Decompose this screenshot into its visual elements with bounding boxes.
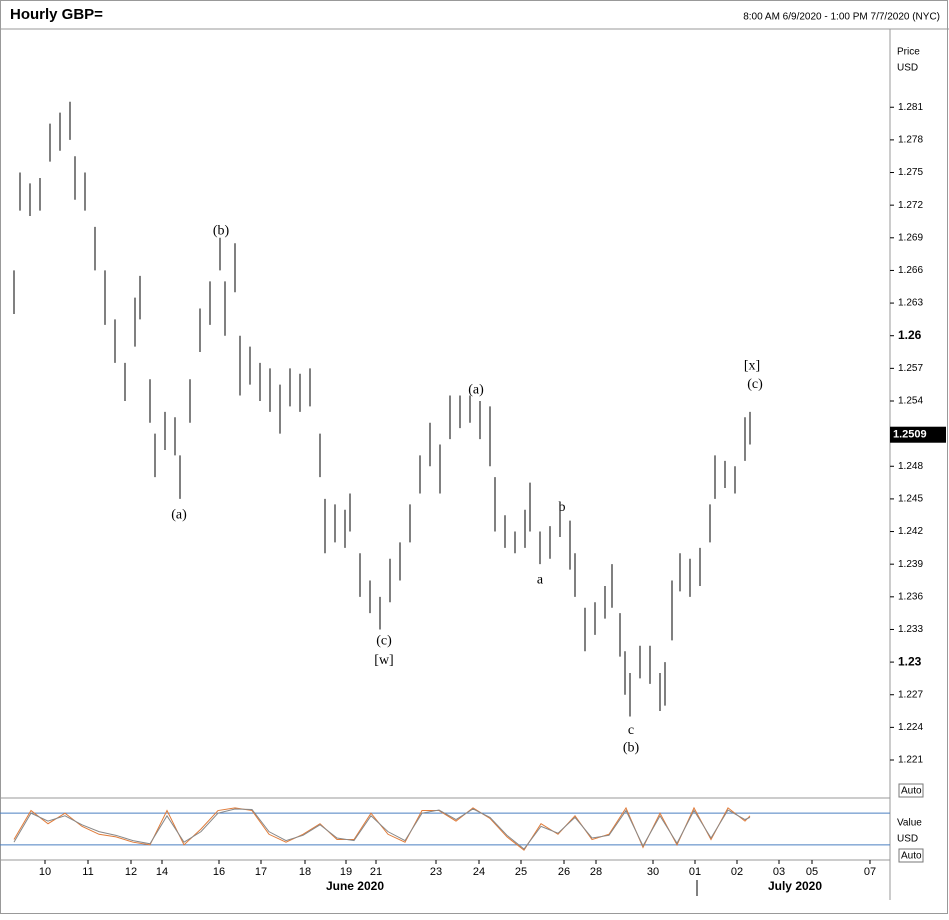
wave-label: (c): [376, 634, 392, 649]
wave-label: (b): [623, 740, 640, 755]
y-tick-label: 1.239: [898, 559, 923, 570]
x-tick-label: 12: [125, 866, 137, 878]
x-tick-label: 19: [340, 866, 352, 878]
y-tick-label: 1.227: [898, 689, 923, 700]
x-tick-label: 26: [558, 866, 570, 878]
axis-unit: USD: [897, 63, 918, 74]
x-tick-label: 17: [255, 866, 267, 878]
x-tick-label: 03: [773, 866, 785, 878]
y-tick-label: 1.272: [898, 200, 923, 211]
scale-button[interactable]: [898, 783, 924, 798]
y-tick-label: 1.23: [898, 654, 922, 668]
x-tick-label: 10: [39, 866, 51, 878]
y-tick-label: 1.266: [898, 265, 923, 276]
x-tick-label: 28: [590, 866, 602, 878]
y-tick-label: 1.269: [898, 232, 923, 243]
y-tick-label: 1.236: [898, 591, 923, 602]
last-price-label: 1.2509: [893, 429, 927, 441]
wave-label: (b): [213, 223, 230, 238]
x-tick-label: 24: [473, 866, 485, 878]
x-tick-label: 21: [370, 866, 382, 878]
x-tick-label: 02: [731, 866, 743, 878]
axis-title: Price: [897, 47, 920, 58]
x-tick-label: 30: [647, 866, 659, 878]
x-tick-label: 23: [430, 866, 442, 878]
x-tick-label: 05: [806, 866, 818, 878]
y-tick-label: 1.278: [898, 135, 923, 146]
y-tick-label: 1.254: [898, 396, 923, 407]
y-tick-label: 1.242: [898, 526, 923, 537]
wave-label: a: [537, 573, 544, 588]
month-label: June 2020: [326, 879, 384, 893]
x-tick-label: 01: [689, 866, 701, 878]
chart-title: Hourly GBP=: [10, 6, 103, 23]
x-tick-label: 07: [864, 866, 876, 878]
x-tick-label: 11: [82, 866, 93, 878]
axis-title: Value: [897, 818, 922, 829]
x-tick-label: 14: [156, 866, 168, 878]
wave-label: (c): [747, 377, 763, 392]
y-tick-label: 1.233: [898, 624, 923, 635]
wave-label: b: [559, 500, 566, 515]
wave-label: (a): [468, 382, 484, 397]
y-tick-label: 1.281: [898, 102, 923, 113]
y-tick-label: 1.221: [898, 755, 923, 766]
wave-label: [x]: [744, 358, 760, 373]
wave-label: (a): [171, 507, 187, 522]
y-tick-label: 1.224: [898, 722, 923, 733]
wave-label: [w]: [374, 653, 393, 668]
scale-button[interactable]: [898, 848, 924, 863]
y-tick-label: 1.26: [898, 328, 922, 342]
last-price-box: [890, 426, 946, 443]
scale-button-label: Auto: [901, 851, 922, 862]
axis-unit: USD: [897, 834, 918, 845]
y-tick-label: 1.245: [898, 494, 923, 505]
indicator-line: [13, 808, 751, 850]
x-tick-label: 25: [515, 866, 527, 878]
x-tick-label: 18: [299, 866, 311, 878]
wave-label: c: [628, 723, 634, 738]
date-range: 8:00 AM 6/9/2020 - 1:00 PM 7/7/2020 (NYC…: [743, 12, 940, 23]
x-tick-label: 16: [213, 866, 225, 878]
scale-button-label: Auto: [901, 786, 922, 797]
y-tick-label: 1.248: [898, 461, 923, 472]
month-label: July 2020: [768, 879, 822, 893]
y-tick-label: 1.263: [898, 298, 923, 309]
indicator-line: [13, 806, 751, 851]
y-tick-label: 1.275: [898, 167, 923, 178]
y-tick-label: 1.257: [898, 363, 923, 374]
